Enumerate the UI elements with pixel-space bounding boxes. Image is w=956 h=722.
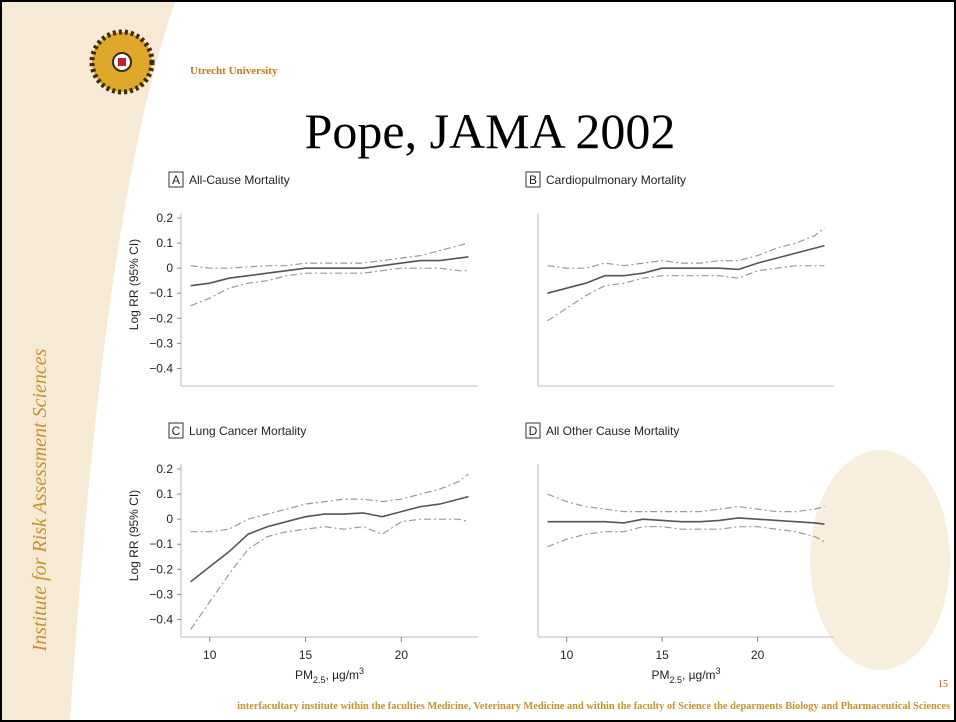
sidebar-text: Institute for Risk Assessment Sciences <box>29 348 51 652</box>
panel-box <box>168 171 184 188</box>
series-line <box>547 244 825 294</box>
y-tick-label: −0.1 <box>149 286 173 300</box>
series-line <box>190 473 469 533</box>
x-tick-label: 15 <box>299 648 313 662</box>
x-label-rest: , µg/m <box>325 668 359 682</box>
y-tick-label: 0.2 <box>156 462 173 476</box>
series-line <box>547 265 825 322</box>
y-tick-label: −0.2 <box>149 311 173 325</box>
series-line <box>190 242 469 269</box>
portrait-watermark <box>810 450 950 670</box>
x-tick-label: 20 <box>751 648 765 662</box>
x-tick-label: 10 <box>203 648 217 662</box>
panel-title: Cardiopulmonary Mortality <box>546 173 686 187</box>
logo <box>89 29 155 95</box>
y-tick-label: 0 <box>166 261 173 275</box>
x-label-sup: 3 <box>359 666 364 676</box>
x-label-sub: 2.5 <box>669 675 682 685</box>
panel-letter: C <box>172 424 181 438</box>
y-tick-label: −0.3 <box>149 336 173 350</box>
y-axis-label: Log RR (95% CI) <box>127 490 141 581</box>
y-tick-label: −0.4 <box>149 612 173 626</box>
series-line <box>190 518 469 630</box>
y-tick-label: −0.1 <box>149 537 173 551</box>
panel-letter: D <box>529 424 538 438</box>
x-tick-label: 10 <box>560 648 574 662</box>
y-tick-label: −0.2 <box>149 562 173 576</box>
panel-box <box>525 422 541 439</box>
series-line <box>190 256 469 287</box>
y-tick-label: −0.4 <box>149 361 173 375</box>
panel-box <box>525 171 541 188</box>
series-line <box>547 517 825 525</box>
slide-title: Pope, JAMA 2002 <box>305 103 676 159</box>
x-label-sub: 2.5 <box>313 675 326 685</box>
panel-letter: A <box>172 173 180 187</box>
x-label-base: PM <box>295 668 313 682</box>
page-number: 15 <box>938 679 948 690</box>
panel-letter: B <box>529 173 537 187</box>
x-tick-label: 20 <box>395 648 409 662</box>
panel-title: All Other Cause Mortality <box>546 424 679 438</box>
series-line <box>190 495 469 583</box>
panel-title: Lung Cancer Mortality <box>189 424 306 438</box>
x-axis-label: PM2.5, µg/m3 <box>651 666 720 685</box>
x-label-sup: 3 <box>716 666 721 676</box>
y-tick-label: 0 <box>166 512 173 526</box>
footer: interfacultary institute within the facu… <box>237 701 950 712</box>
x-tick-label: 15 <box>655 648 669 662</box>
series-line <box>190 267 469 307</box>
university-name: Utrecht University <box>190 65 278 77</box>
x-label-base: PM <box>651 668 669 682</box>
x-label-rest: , µg/m <box>682 668 716 682</box>
series-line <box>547 227 825 269</box>
y-tick-label: −0.3 <box>149 587 173 601</box>
panel-title: All-Cause Mortality <box>189 173 290 187</box>
series-line <box>547 526 825 548</box>
y-tick-label: 0.1 <box>156 487 173 501</box>
y-tick-label: 0.2 <box>156 211 173 225</box>
x-axis-label: PM2.5, µg/m3 <box>295 666 364 685</box>
y-axis-label: Log RR (95% CI) <box>127 239 141 330</box>
side-band <box>2 2 175 720</box>
panel-box <box>168 422 184 439</box>
y-tick-label: 0.1 <box>156 236 173 250</box>
series-line <box>547 493 825 513</box>
